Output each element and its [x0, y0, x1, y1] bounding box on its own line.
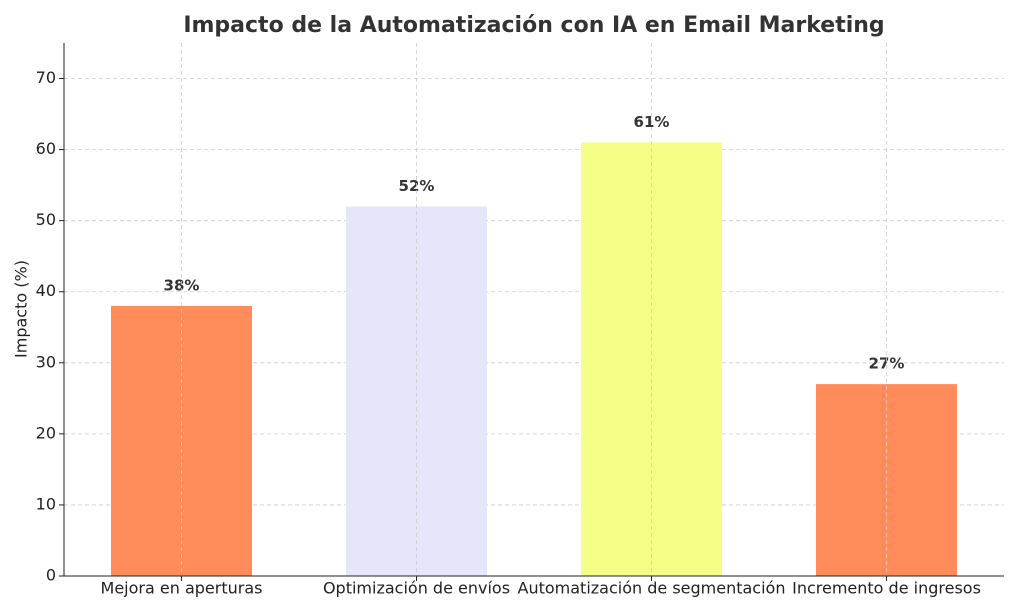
y-tick-label: 40 [36, 281, 56, 300]
y-axis-label: Impacto (%) [12, 260, 31, 358]
y-tick-label: 0 [46, 566, 56, 585]
x-tick-label: Automatización de segmentación [518, 579, 786, 598]
y-tick-label: 10 [36, 494, 56, 513]
y-tick-label: 70 [36, 68, 56, 87]
value-label: 27% [869, 355, 905, 373]
y-tick-label: 20 [36, 423, 56, 442]
x-tick-label: Mejora en aperturas [101, 579, 263, 598]
y-tick-label: 30 [36, 352, 56, 371]
chart-title: Impacto de la Automatización con IA en E… [183, 13, 884, 38]
bar [111, 305, 252, 576]
y-tick-label: 60 [36, 139, 56, 158]
x-tick-label: Incremento de ingresos [792, 579, 981, 598]
value-label: 38% [164, 276, 200, 294]
x-tick-label: Optimización de envíos [323, 579, 510, 598]
y-tick-label: 50 [36, 210, 56, 229]
